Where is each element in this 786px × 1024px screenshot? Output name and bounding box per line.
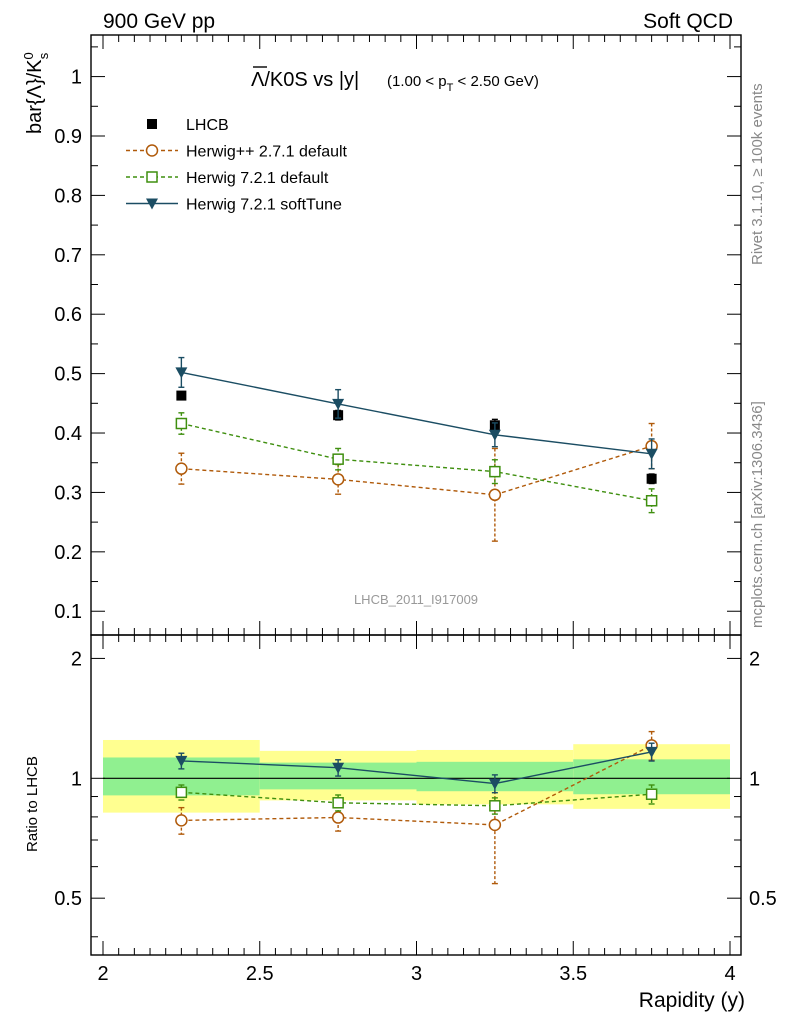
main-point bbox=[331, 473, 345, 486]
ratio-ytick-label-right: 1 bbox=[749, 768, 760, 790]
xtick-label: 3.5 bbox=[559, 963, 587, 985]
xtick-label: 3 bbox=[411, 963, 422, 985]
plot-title-text: Λ/K0S vs |y| bbox=[251, 69, 359, 91]
main-point bbox=[175, 417, 188, 430]
main-point bbox=[488, 488, 502, 502]
main-ytick-label: 0.1 bbox=[54, 601, 82, 623]
main-point bbox=[175, 462, 188, 475]
main-ytick-label: 1 bbox=[71, 67, 82, 89]
ratio-point bbox=[645, 788, 658, 800]
main-ytick-label: 0.4 bbox=[54, 423, 82, 445]
ratio-series-line bbox=[181, 791, 652, 807]
main-series-3 bbox=[175, 356, 658, 470]
ratio-ytick-label: 1 bbox=[71, 768, 82, 790]
main-ytick-label: 0.6 bbox=[54, 304, 82, 326]
ratio-plot-frame: 2 2.5 3 3.5 4 0.5 0.5 1 1 2 2 bbox=[54, 634, 777, 985]
legend-item-3: Herwig 7.2.1 softTune bbox=[126, 197, 342, 214]
ratio-ytick-label: 0.5 bbox=[54, 888, 82, 910]
main-ytick-label: 0.7 bbox=[54, 245, 82, 267]
main-point bbox=[646, 473, 657, 484]
ratio-series-0 bbox=[175, 730, 658, 885]
ratio-point bbox=[332, 797, 344, 809]
collision-label: 900 GeV pp bbox=[103, 10, 215, 33]
main-ytick-label: 0.5 bbox=[54, 364, 82, 386]
ratio-point bbox=[645, 746, 658, 758]
ratio-ytick-label: 2 bbox=[71, 648, 82, 670]
legend-item-1: Herwig++ 2.7.1 default bbox=[126, 144, 348, 161]
main-point bbox=[488, 429, 501, 441]
rivet-label: Rivet 3.1.10, ≥ 100k events bbox=[749, 83, 766, 265]
main-series-line bbox=[181, 371, 652, 455]
legend-label: Herwig 7.2.1 softTune bbox=[186, 197, 342, 214]
ratio-series-1 bbox=[175, 784, 658, 815]
plot-title: Λ/K0S vs |y| (1.00 < pT < 2.50 GeV) bbox=[251, 66, 539, 94]
ratio-point bbox=[332, 762, 345, 774]
legend-marker bbox=[146, 198, 158, 210]
ratio-ylabel: Ratio to LHCB bbox=[24, 756, 41, 852]
ratio-series-line bbox=[181, 751, 652, 785]
legend-label: LHCB bbox=[186, 117, 229, 134]
main-series-line bbox=[181, 445, 652, 496]
ratio-series-line bbox=[181, 744, 652, 826]
legend-marker bbox=[145, 144, 159, 157]
ratio-point bbox=[488, 778, 501, 790]
ratio-point bbox=[489, 800, 501, 812]
main-point bbox=[175, 367, 188, 379]
main-ylabel: bar{Λ}/K0s bbox=[21, 52, 51, 134]
ratio-point bbox=[175, 786, 188, 799]
ratio-point bbox=[331, 811, 345, 824]
legend: LHCB Herwig++ 2.7.1 default Herwig 7.2.1 d… bbox=[126, 117, 348, 214]
ratio-point bbox=[488, 818, 502, 832]
legend-label: Herwig++ 2.7.1 default bbox=[186, 144, 348, 161]
ratio-ytick-label-right: 0.5 bbox=[749, 888, 777, 910]
xtick-label: 2.5 bbox=[246, 963, 274, 985]
xtick-label: 2 bbox=[97, 963, 108, 985]
legend-item-2: Herwig 7.2.1 default bbox=[126, 170, 329, 187]
main-ytick-label: 0.8 bbox=[54, 185, 82, 207]
category-label: Soft QCD bbox=[643, 10, 733, 33]
ratio-ytick-label-right: 2 bbox=[749, 648, 760, 670]
mcplots-label: mcplots.cern.ch [arXiv:1306.3436] bbox=[749, 401, 766, 628]
main-series-2 bbox=[175, 412, 658, 514]
main-point bbox=[176, 390, 187, 401]
legend-marker bbox=[146, 171, 158, 183]
ratio-point bbox=[175, 755, 188, 767]
main-series-1 bbox=[175, 422, 658, 542]
legend-marker bbox=[147, 119, 157, 129]
plot-title-range: (1.00 < pT < 2.50 GeV) bbox=[387, 73, 539, 94]
main-plot-frame: 0.1 0.2 0.3 0.4 0.5 0.6 0.7 0.8 0.9 1 bbox=[54, 34, 742, 636]
main-point bbox=[489, 465, 501, 478]
series-layer bbox=[175, 356, 658, 885]
main-ytick-label: 0.9 bbox=[54, 126, 82, 148]
ratio-series-2 bbox=[175, 742, 658, 794]
main-point bbox=[332, 453, 344, 465]
main-point bbox=[645, 494, 658, 507]
xtick-label: 4 bbox=[724, 963, 735, 985]
legend-item-0: LHCB bbox=[147, 117, 229, 134]
xlabel: Rapidity (y) bbox=[639, 989, 745, 1012]
analysis-watermark: LHCB_2011_I917009 bbox=[354, 592, 478, 607]
main-ytick-label: 0.2 bbox=[54, 542, 82, 564]
main-series-0 bbox=[176, 390, 657, 485]
main-series-line bbox=[181, 422, 652, 502]
inner-band-3 bbox=[573, 759, 730, 795]
main-point bbox=[645, 448, 658, 460]
legend-label: Herwig 7.2.1 default bbox=[186, 170, 329, 187]
ratio-point bbox=[175, 814, 188, 827]
main-point bbox=[332, 398, 345, 410]
main-ytick-label: 0.3 bbox=[54, 482, 82, 504]
